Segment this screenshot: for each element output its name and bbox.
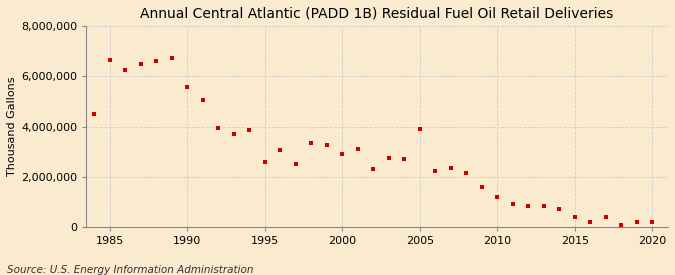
Point: [383, 156, 394, 160]
Point: [352, 147, 363, 152]
Y-axis label: Thousand Gallons: Thousand Gallons: [7, 77, 17, 176]
Point: [151, 59, 161, 64]
Point: [166, 56, 177, 60]
Point: [119, 68, 130, 72]
Point: [182, 84, 192, 89]
Point: [430, 168, 441, 173]
Point: [197, 98, 208, 103]
Point: [477, 185, 487, 189]
Point: [585, 220, 596, 224]
Point: [492, 195, 503, 199]
Point: [554, 207, 565, 212]
Point: [228, 132, 239, 136]
Point: [601, 215, 612, 219]
Title: Annual Central Atlantic (PADD 1B) Residual Fuel Oil Retail Deliveries: Annual Central Atlantic (PADD 1B) Residu…: [140, 7, 614, 21]
Point: [306, 141, 317, 145]
Point: [337, 152, 348, 156]
Point: [446, 166, 456, 170]
Point: [275, 148, 286, 153]
Point: [414, 127, 425, 131]
Point: [88, 112, 99, 116]
Point: [259, 160, 270, 164]
Point: [368, 167, 379, 172]
Point: [508, 202, 518, 207]
Point: [631, 220, 642, 224]
Point: [321, 143, 332, 148]
Point: [213, 126, 223, 130]
Point: [244, 128, 254, 133]
Text: Source: U.S. Energy Information Administration: Source: U.S. Energy Information Administ…: [7, 265, 253, 275]
Point: [523, 204, 534, 208]
Point: [104, 58, 115, 62]
Point: [539, 204, 549, 208]
Point: [399, 157, 410, 161]
Point: [290, 162, 301, 166]
Point: [647, 220, 657, 224]
Point: [570, 215, 580, 219]
Point: [135, 62, 146, 66]
Point: [616, 222, 627, 227]
Point: [461, 171, 472, 175]
